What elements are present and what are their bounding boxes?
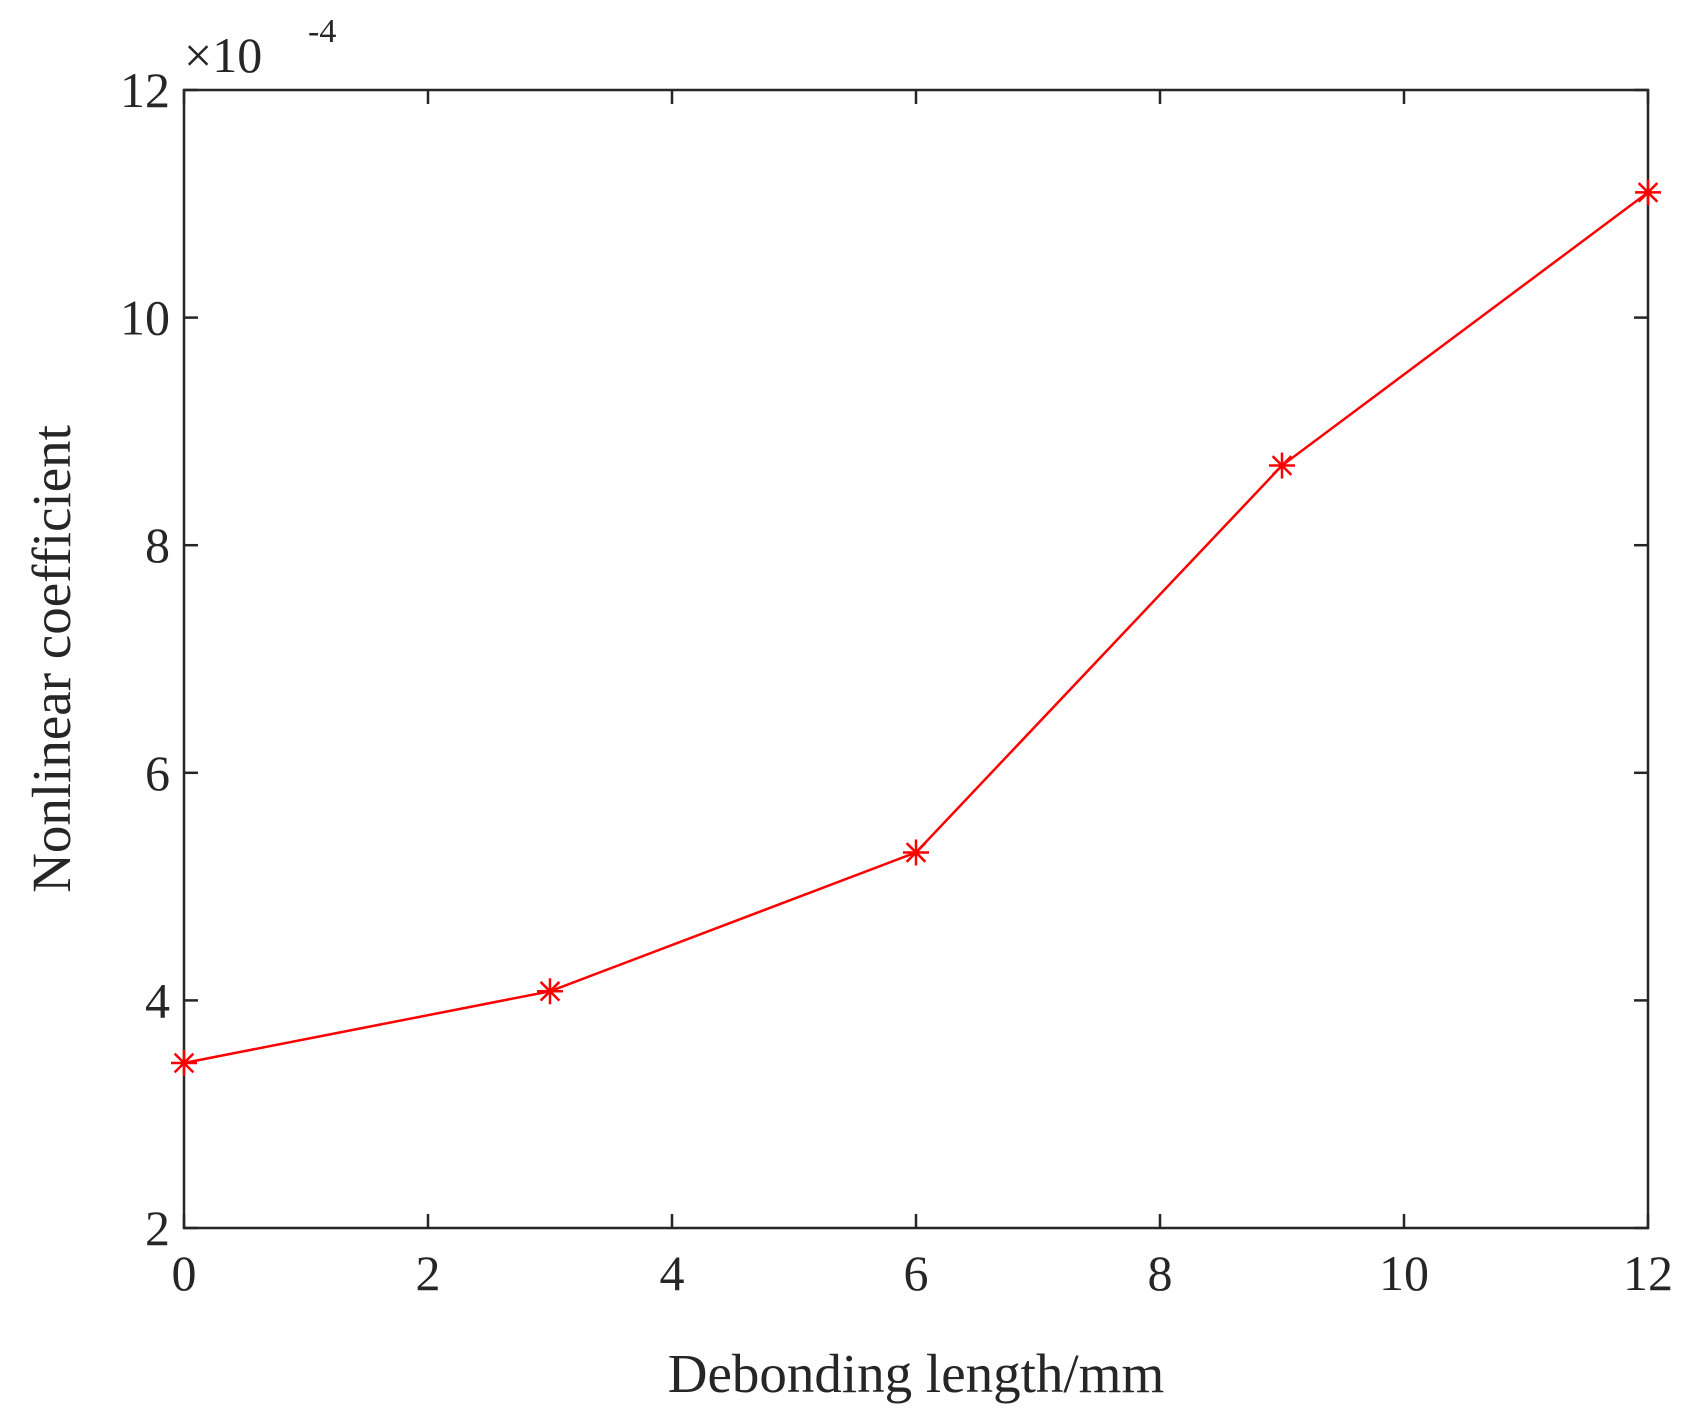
x-tick-label: 2 [416,1245,441,1301]
exponent-base: ×10 [184,27,262,83]
x-tick-label: 0 [172,1245,197,1301]
data-point [171,1049,197,1076]
x-tick-label: 6 [904,1245,929,1301]
data-point [903,839,929,866]
data-point [537,978,563,1005]
data-point [1269,452,1295,479]
y-tick-labels: 2 4 6 8 10 12 [120,62,170,1256]
axis-ticks [182,88,1650,1230]
x-tick-label: 10 [1379,1245,1429,1301]
x-axis-title: Debonding length/mm [668,1343,1164,1404]
series-layer [171,179,1661,1076]
y-tick-label: 12 [120,62,170,118]
axis-exponent-label: ×10 -4 [184,13,336,83]
y-tick-label: 6 [145,745,170,801]
exponent-power: -4 [308,13,336,50]
y-tick-label: 4 [145,972,170,1028]
x-tick-label: 12 [1623,1245,1673,1301]
data-point [1635,179,1661,206]
y-axis-title: Nonlinear coefficient [21,425,82,893]
y-tick-label: 8 [145,517,170,573]
y-tick-label: 10 [120,290,170,346]
x-tick-label: 8 [1148,1245,1173,1301]
x-tick-label: 4 [660,1245,685,1301]
y-tick-label: 2 [145,1200,170,1256]
x-tick-labels: 0 2 4 6 8 10 12 [172,1245,1674,1301]
